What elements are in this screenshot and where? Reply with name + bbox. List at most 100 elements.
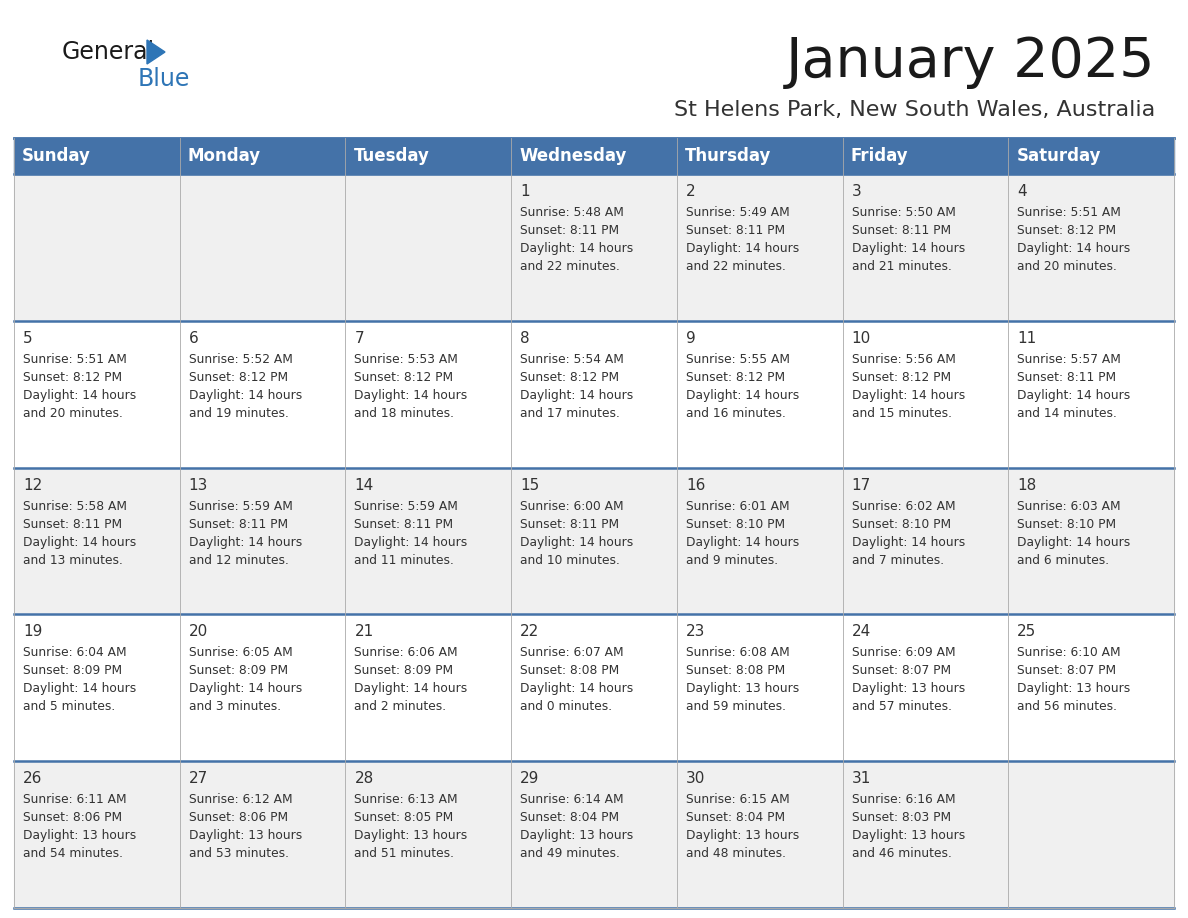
Text: Sunset: 8:08 PM: Sunset: 8:08 PM <box>520 665 619 677</box>
Text: Daylight: 14 hours: Daylight: 14 hours <box>1017 242 1131 255</box>
Text: Blue: Blue <box>138 67 190 91</box>
Text: and 18 minutes.: and 18 minutes. <box>354 407 455 420</box>
Text: and 10 minutes.: and 10 minutes. <box>520 554 620 566</box>
Text: Daylight: 14 hours: Daylight: 14 hours <box>520 535 633 549</box>
Text: 17: 17 <box>852 477 871 493</box>
Text: 19: 19 <box>23 624 43 640</box>
Text: and 17 minutes.: and 17 minutes. <box>520 407 620 420</box>
Text: Sunset: 8:08 PM: Sunset: 8:08 PM <box>685 665 785 677</box>
Text: Daylight: 14 hours: Daylight: 14 hours <box>1017 389 1131 402</box>
Text: 10: 10 <box>852 330 871 346</box>
Text: Daylight: 14 hours: Daylight: 14 hours <box>520 389 633 402</box>
Text: Sunrise: 5:55 AM: Sunrise: 5:55 AM <box>685 353 790 365</box>
Text: Daylight: 14 hours: Daylight: 14 hours <box>23 682 137 696</box>
Text: Sunrise: 6:10 AM: Sunrise: 6:10 AM <box>1017 646 1121 659</box>
Text: 29: 29 <box>520 771 539 786</box>
Text: Sunrise: 5:59 AM: Sunrise: 5:59 AM <box>354 499 459 512</box>
Text: Sunset: 8:11 PM: Sunset: 8:11 PM <box>354 518 454 531</box>
Text: and 16 minutes.: and 16 minutes. <box>685 407 785 420</box>
Text: 15: 15 <box>520 477 539 493</box>
Text: 23: 23 <box>685 624 706 640</box>
Text: Sunset: 8:11 PM: Sunset: 8:11 PM <box>1017 371 1117 384</box>
Text: Daylight: 14 hours: Daylight: 14 hours <box>852 242 965 255</box>
Text: Daylight: 14 hours: Daylight: 14 hours <box>189 389 302 402</box>
Text: Sunset: 8:09 PM: Sunset: 8:09 PM <box>189 665 287 677</box>
Text: Daylight: 14 hours: Daylight: 14 hours <box>354 682 468 696</box>
Text: 31: 31 <box>852 771 871 786</box>
Text: and 12 minutes.: and 12 minutes. <box>189 554 289 566</box>
Text: Sunset: 8:11 PM: Sunset: 8:11 PM <box>23 518 122 531</box>
Text: 12: 12 <box>23 477 43 493</box>
Bar <box>14 320 1174 467</box>
Text: Monday: Monday <box>188 147 261 165</box>
Text: and 11 minutes.: and 11 minutes. <box>354 554 454 566</box>
Text: 21: 21 <box>354 624 374 640</box>
Text: and 9 minutes.: and 9 minutes. <box>685 554 778 566</box>
Text: 25: 25 <box>1017 624 1037 640</box>
Text: Daylight: 13 hours: Daylight: 13 hours <box>1017 682 1131 696</box>
Text: Sunrise: 5:56 AM: Sunrise: 5:56 AM <box>852 353 955 365</box>
Text: Sunrise: 6:13 AM: Sunrise: 6:13 AM <box>354 793 459 806</box>
Text: Sunset: 8:12 PM: Sunset: 8:12 PM <box>189 371 287 384</box>
Polygon shape <box>147 40 165 64</box>
Text: Sunrise: 5:52 AM: Sunrise: 5:52 AM <box>189 353 292 365</box>
Text: Daylight: 13 hours: Daylight: 13 hours <box>189 829 302 842</box>
Text: Sunrise: 5:50 AM: Sunrise: 5:50 AM <box>852 206 955 219</box>
Text: Sunset: 8:12 PM: Sunset: 8:12 PM <box>354 371 454 384</box>
Text: Sunrise: 5:51 AM: Sunrise: 5:51 AM <box>1017 206 1121 219</box>
Text: 4: 4 <box>1017 184 1026 199</box>
Text: Sunset: 8:12 PM: Sunset: 8:12 PM <box>1017 224 1117 237</box>
Text: Daylight: 14 hours: Daylight: 14 hours <box>354 389 468 402</box>
Text: Sunrise: 5:57 AM: Sunrise: 5:57 AM <box>1017 353 1121 365</box>
Text: and 46 minutes.: and 46 minutes. <box>852 847 952 860</box>
Text: Sunset: 8:10 PM: Sunset: 8:10 PM <box>852 518 950 531</box>
Text: Sunset: 8:04 PM: Sunset: 8:04 PM <box>685 812 785 824</box>
Text: Daylight: 14 hours: Daylight: 14 hours <box>189 535 302 549</box>
Text: and 22 minutes.: and 22 minutes. <box>685 260 785 273</box>
Text: and 49 minutes.: and 49 minutes. <box>520 847 620 860</box>
Bar <box>14 467 1174 614</box>
Text: and 6 minutes.: and 6 minutes. <box>1017 554 1110 566</box>
Text: Sunset: 8:12 PM: Sunset: 8:12 PM <box>852 371 950 384</box>
Text: and 13 minutes.: and 13 minutes. <box>23 554 122 566</box>
Text: Daylight: 13 hours: Daylight: 13 hours <box>685 829 800 842</box>
Text: and 53 minutes.: and 53 minutes. <box>189 847 289 860</box>
Text: Sunset: 8:06 PM: Sunset: 8:06 PM <box>23 812 122 824</box>
Text: 8: 8 <box>520 330 530 346</box>
Text: 13: 13 <box>189 477 208 493</box>
Text: Daylight: 14 hours: Daylight: 14 hours <box>685 242 800 255</box>
Text: Sunrise: 5:58 AM: Sunrise: 5:58 AM <box>23 499 127 512</box>
Text: 20: 20 <box>189 624 208 640</box>
Text: Sunrise: 5:59 AM: Sunrise: 5:59 AM <box>189 499 292 512</box>
Text: Sunrise: 6:05 AM: Sunrise: 6:05 AM <box>189 646 292 659</box>
Text: 6: 6 <box>189 330 198 346</box>
Text: Sunset: 8:09 PM: Sunset: 8:09 PM <box>354 665 454 677</box>
Text: Sunrise: 6:09 AM: Sunrise: 6:09 AM <box>852 646 955 659</box>
Text: Sunrise: 5:54 AM: Sunrise: 5:54 AM <box>520 353 624 365</box>
Text: Daylight: 14 hours: Daylight: 14 hours <box>852 389 965 402</box>
Text: Sunset: 8:07 PM: Sunset: 8:07 PM <box>852 665 950 677</box>
Text: Daylight: 14 hours: Daylight: 14 hours <box>23 389 137 402</box>
Text: Daylight: 14 hours: Daylight: 14 hours <box>354 535 468 549</box>
Text: and 59 minutes.: and 59 minutes. <box>685 700 785 713</box>
Text: Sunset: 8:11 PM: Sunset: 8:11 PM <box>685 224 785 237</box>
Text: Sunset: 8:10 PM: Sunset: 8:10 PM <box>685 518 785 531</box>
Text: and 20 minutes.: and 20 minutes. <box>23 407 122 420</box>
Text: Daylight: 14 hours: Daylight: 14 hours <box>852 535 965 549</box>
Text: Tuesday: Tuesday <box>353 147 429 165</box>
Text: Sunset: 8:03 PM: Sunset: 8:03 PM <box>852 812 950 824</box>
Text: 26: 26 <box>23 771 43 786</box>
Text: and 51 minutes.: and 51 minutes. <box>354 847 455 860</box>
Text: 1: 1 <box>520 184 530 199</box>
Bar <box>14 761 1174 908</box>
Text: Sunset: 8:07 PM: Sunset: 8:07 PM <box>1017 665 1117 677</box>
Text: 27: 27 <box>189 771 208 786</box>
Text: and 19 minutes.: and 19 minutes. <box>189 407 289 420</box>
Text: Sunrise: 6:06 AM: Sunrise: 6:06 AM <box>354 646 459 659</box>
Text: Sunrise: 6:03 AM: Sunrise: 6:03 AM <box>1017 499 1121 512</box>
Text: and 0 minutes.: and 0 minutes. <box>520 700 612 713</box>
Text: January 2025: January 2025 <box>785 35 1155 89</box>
Text: 18: 18 <box>1017 477 1037 493</box>
Text: Sunrise: 6:08 AM: Sunrise: 6:08 AM <box>685 646 790 659</box>
Text: Sunset: 8:12 PM: Sunset: 8:12 PM <box>23 371 122 384</box>
